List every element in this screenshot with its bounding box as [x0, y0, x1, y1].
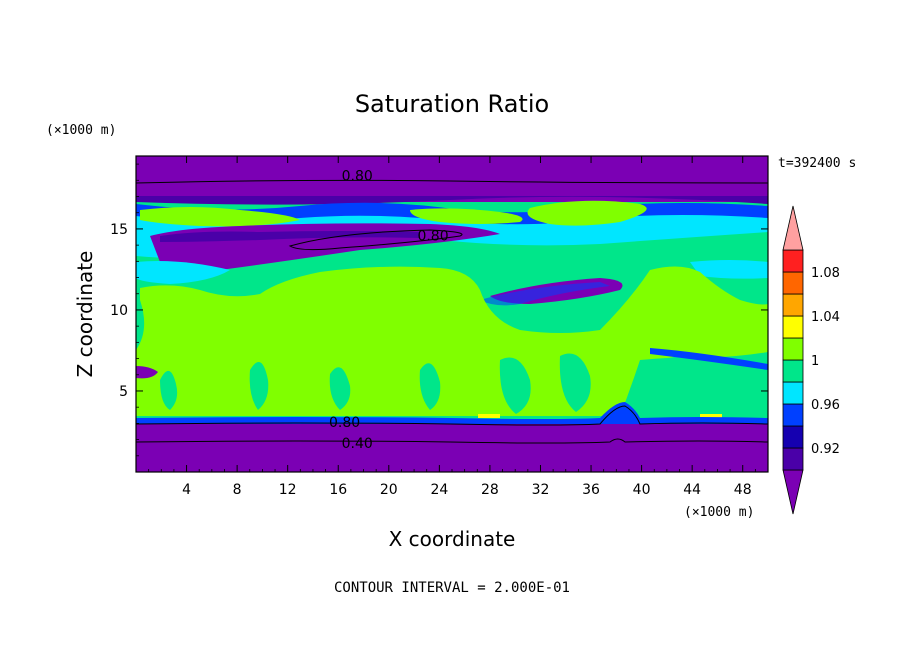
- lower-green-region: [136, 266, 768, 416]
- upper-dry-lens-edge: [160, 231, 420, 242]
- lower-dry-edge: [136, 402, 768, 424]
- colorbar-tick-label: 1.08: [811, 266, 840, 281]
- x-axis: 4 8 12 16 20 24 28 32 36 40 44 48: [148, 156, 756, 498]
- contour-line-0.80-low: [136, 405, 768, 426]
- x-tick-label: 40: [633, 482, 651, 498]
- x-tick-label: 36: [582, 482, 600, 498]
- upper-dry-band: [136, 156, 768, 202]
- colorbar-segment: [782, 293, 804, 317]
- colorbar-segment: [782, 249, 804, 273]
- colorbar: 0.92 0.96 1 1.04 1.08: [782, 205, 840, 515]
- yellow-patch-2: [700, 414, 722, 418]
- x-tick-label: 24: [430, 482, 448, 498]
- lower-gap-3: [329, 367, 351, 410]
- y-tick-label: 15: [110, 222, 128, 238]
- left-cyan-layer: [136, 261, 230, 284]
- lower-gap-4: [419, 363, 441, 410]
- lower-gap-2: [249, 362, 269, 410]
- contour-line-lens: [288, 229, 463, 251]
- x-tick-label: 20: [380, 482, 398, 498]
- colorbar-tick-label: 0.92: [811, 442, 840, 457]
- contour-field: [136, 156, 768, 472]
- x-tick-label: 32: [532, 482, 550, 498]
- colorbar-segment: [782, 315, 804, 339]
- lower-right-cyan-region: [620, 357, 768, 416]
- yellow-patch-1: [478, 414, 500, 418]
- x-tick-label: 16: [329, 482, 347, 498]
- upper-band-edge: [136, 196, 768, 205]
- colorbar-segment: [782, 271, 804, 295]
- contour-label: 0.80: [329, 415, 360, 431]
- lower-gap-5: [499, 357, 531, 414]
- colorbar-segment: [782, 425, 804, 449]
- x-tick-label: 12: [279, 482, 297, 498]
- x-tick-label: 44: [683, 482, 701, 498]
- contour-interval-footer: CONTOUR INTERVAL = 2.000E-01: [334, 580, 570, 596]
- y-tick-label: 5: [119, 384, 128, 400]
- colorbar-segment: [782, 381, 804, 405]
- right-cyan-layer: [690, 260, 768, 279]
- lower-gap-1: [160, 370, 178, 410]
- time-label: t=392400 s: [778, 156, 856, 171]
- x-axis-label: X coordinate: [389, 527, 516, 551]
- contour-line-upper: [136, 179, 768, 184]
- colorbar-underflow-triangle: [782, 469, 804, 515]
- colorbar-tick-label: 1.04: [811, 310, 840, 325]
- colorbar-segment: [782, 337, 804, 361]
- colorbar-segment: [782, 403, 804, 427]
- x-tick-label: 48: [734, 482, 752, 498]
- y-tick-label: 10: [110, 303, 128, 319]
- upper-green-patch-2: [410, 208, 523, 224]
- contour-lines: [136, 179, 768, 444]
- upper-green-patch-1: [140, 207, 300, 227]
- contour-label: 0.80: [417, 228, 448, 244]
- middle-dry-lens-edge: [480, 282, 610, 306]
- contour-label: 0.80: [342, 168, 373, 184]
- colorbar-overflow-triangle: [782, 205, 804, 251]
- x-tick-label: 4: [182, 482, 191, 498]
- upper-green-patch-3: [527, 200, 647, 226]
- colorbar-segment: [782, 447, 804, 471]
- x-tick-label: 28: [481, 482, 499, 498]
- left-edge-dry-blip: [136, 366, 158, 379]
- contour-labels: 0.80 0.80 0.80 0.40: [329, 168, 449, 452]
- contour-label: 0.40: [342, 436, 373, 452]
- colorbar-segment: [782, 359, 804, 383]
- y-unit-label: (×1000 m): [46, 123, 116, 138]
- y-axis-label: Z coordinate: [73, 251, 97, 378]
- colorbar-tick-label: 0.96: [811, 398, 840, 413]
- y-axis: 5 10 15: [110, 163, 768, 457]
- lower-gap-6: [559, 353, 591, 412]
- chart-title: Saturation Ratio: [355, 90, 549, 118]
- colorbar-tick-label: 1: [811, 354, 819, 369]
- contour-line-0.40: [136, 438, 768, 444]
- x-tick-label: 8: [233, 482, 242, 498]
- x-unit-label: (×1000 m): [684, 505, 754, 520]
- right-blue-streak: [650, 348, 768, 370]
